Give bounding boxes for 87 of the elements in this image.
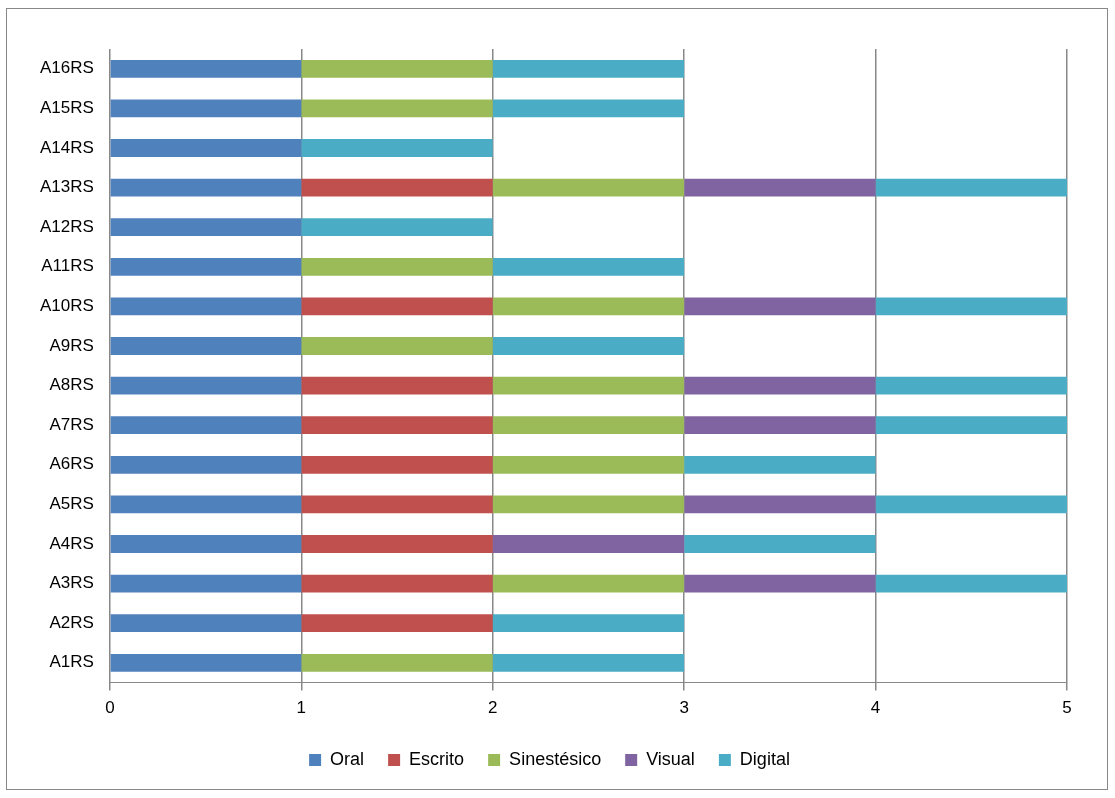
y-tick-label: A4RS (49, 533, 94, 553)
y-tick-label: A3RS (49, 573, 94, 593)
bar (110, 455, 302, 474)
bar (301, 614, 493, 633)
legend-label: Oral (330, 748, 365, 769)
bar (110, 416, 302, 435)
bar (492, 614, 685, 633)
x-tick-label: 4 (870, 698, 881, 718)
bar (110, 337, 302, 355)
bar (492, 495, 685, 514)
bar (110, 376, 302, 395)
bar (301, 495, 493, 514)
bar (301, 99, 493, 118)
bar (301, 257, 493, 276)
y-tick-label: A15RS (39, 98, 94, 118)
bar (492, 59, 685, 78)
bar (110, 653, 302, 672)
bar (492, 99, 685, 118)
bar (875, 416, 1067, 435)
bar (110, 495, 302, 514)
bar (110, 218, 302, 237)
legend-label: Visual (646, 748, 695, 769)
y-tick-label: A7RS (49, 414, 94, 434)
y-tick-label: A13RS (39, 177, 94, 197)
x-tick-label: 2 (487, 698, 498, 718)
x-tick-label: 3 (679, 698, 689, 718)
bar (110, 614, 302, 633)
y-tick-label: A8RS (49, 375, 94, 395)
bar (301, 337, 493, 355)
bar (684, 376, 876, 395)
x-tick-label: 0 (105, 698, 115, 718)
bar (684, 297, 876, 316)
bar (492, 257, 685, 276)
bar (492, 376, 685, 395)
x-tick-label: 1 (296, 698, 307, 718)
y-tick-label: A2RS (49, 612, 94, 632)
bar (684, 495, 876, 514)
bar (110, 59, 302, 78)
bar (301, 455, 493, 474)
bar (301, 178, 493, 197)
bar (492, 416, 685, 435)
bar (110, 297, 302, 316)
legend-label: Digital (739, 748, 790, 769)
bar (301, 139, 493, 157)
bar (492, 337, 685, 355)
y-tick-label: A11RS (41, 256, 94, 276)
bar (301, 574, 493, 593)
legend-label: Sinestésico (509, 748, 602, 769)
bar (110, 257, 302, 276)
bar (110, 99, 302, 118)
bar (110, 139, 302, 157)
bar (875, 376, 1067, 395)
bar (684, 416, 876, 435)
bar (684, 178, 876, 197)
bar (875, 178, 1067, 197)
bar (110, 574, 302, 593)
bar (684, 535, 876, 553)
bar (684, 455, 876, 474)
legend-label: Escrito (409, 748, 465, 769)
bar (301, 59, 493, 78)
bar (684, 574, 876, 593)
y-tick-label: A1RS (49, 652, 94, 672)
y-tick-label: A5RS (49, 494, 94, 514)
bar (492, 178, 685, 197)
bar (492, 455, 685, 474)
bar (110, 535, 302, 553)
bar (301, 218, 493, 237)
y-tick-label: A16RS (39, 58, 94, 78)
y-tick-label: A10RS (39, 296, 94, 316)
y-tick-label: A14RS (39, 137, 94, 157)
x-tick-label: 5 (1062, 698, 1072, 718)
y-tick-label: A12RS (39, 216, 94, 236)
bar (492, 574, 685, 593)
bar (301, 376, 493, 395)
bar (875, 495, 1067, 514)
bar (875, 297, 1067, 316)
bar (492, 297, 685, 316)
bar (492, 653, 685, 672)
bar (301, 297, 493, 316)
bar (875, 574, 1067, 593)
bar (301, 416, 493, 435)
bar (492, 535, 685, 553)
bar (301, 535, 493, 553)
y-tick-label: A9RS (49, 335, 94, 355)
bar (301, 653, 493, 672)
y-tick-label: A6RS (49, 454, 94, 474)
bar (110, 178, 302, 197)
